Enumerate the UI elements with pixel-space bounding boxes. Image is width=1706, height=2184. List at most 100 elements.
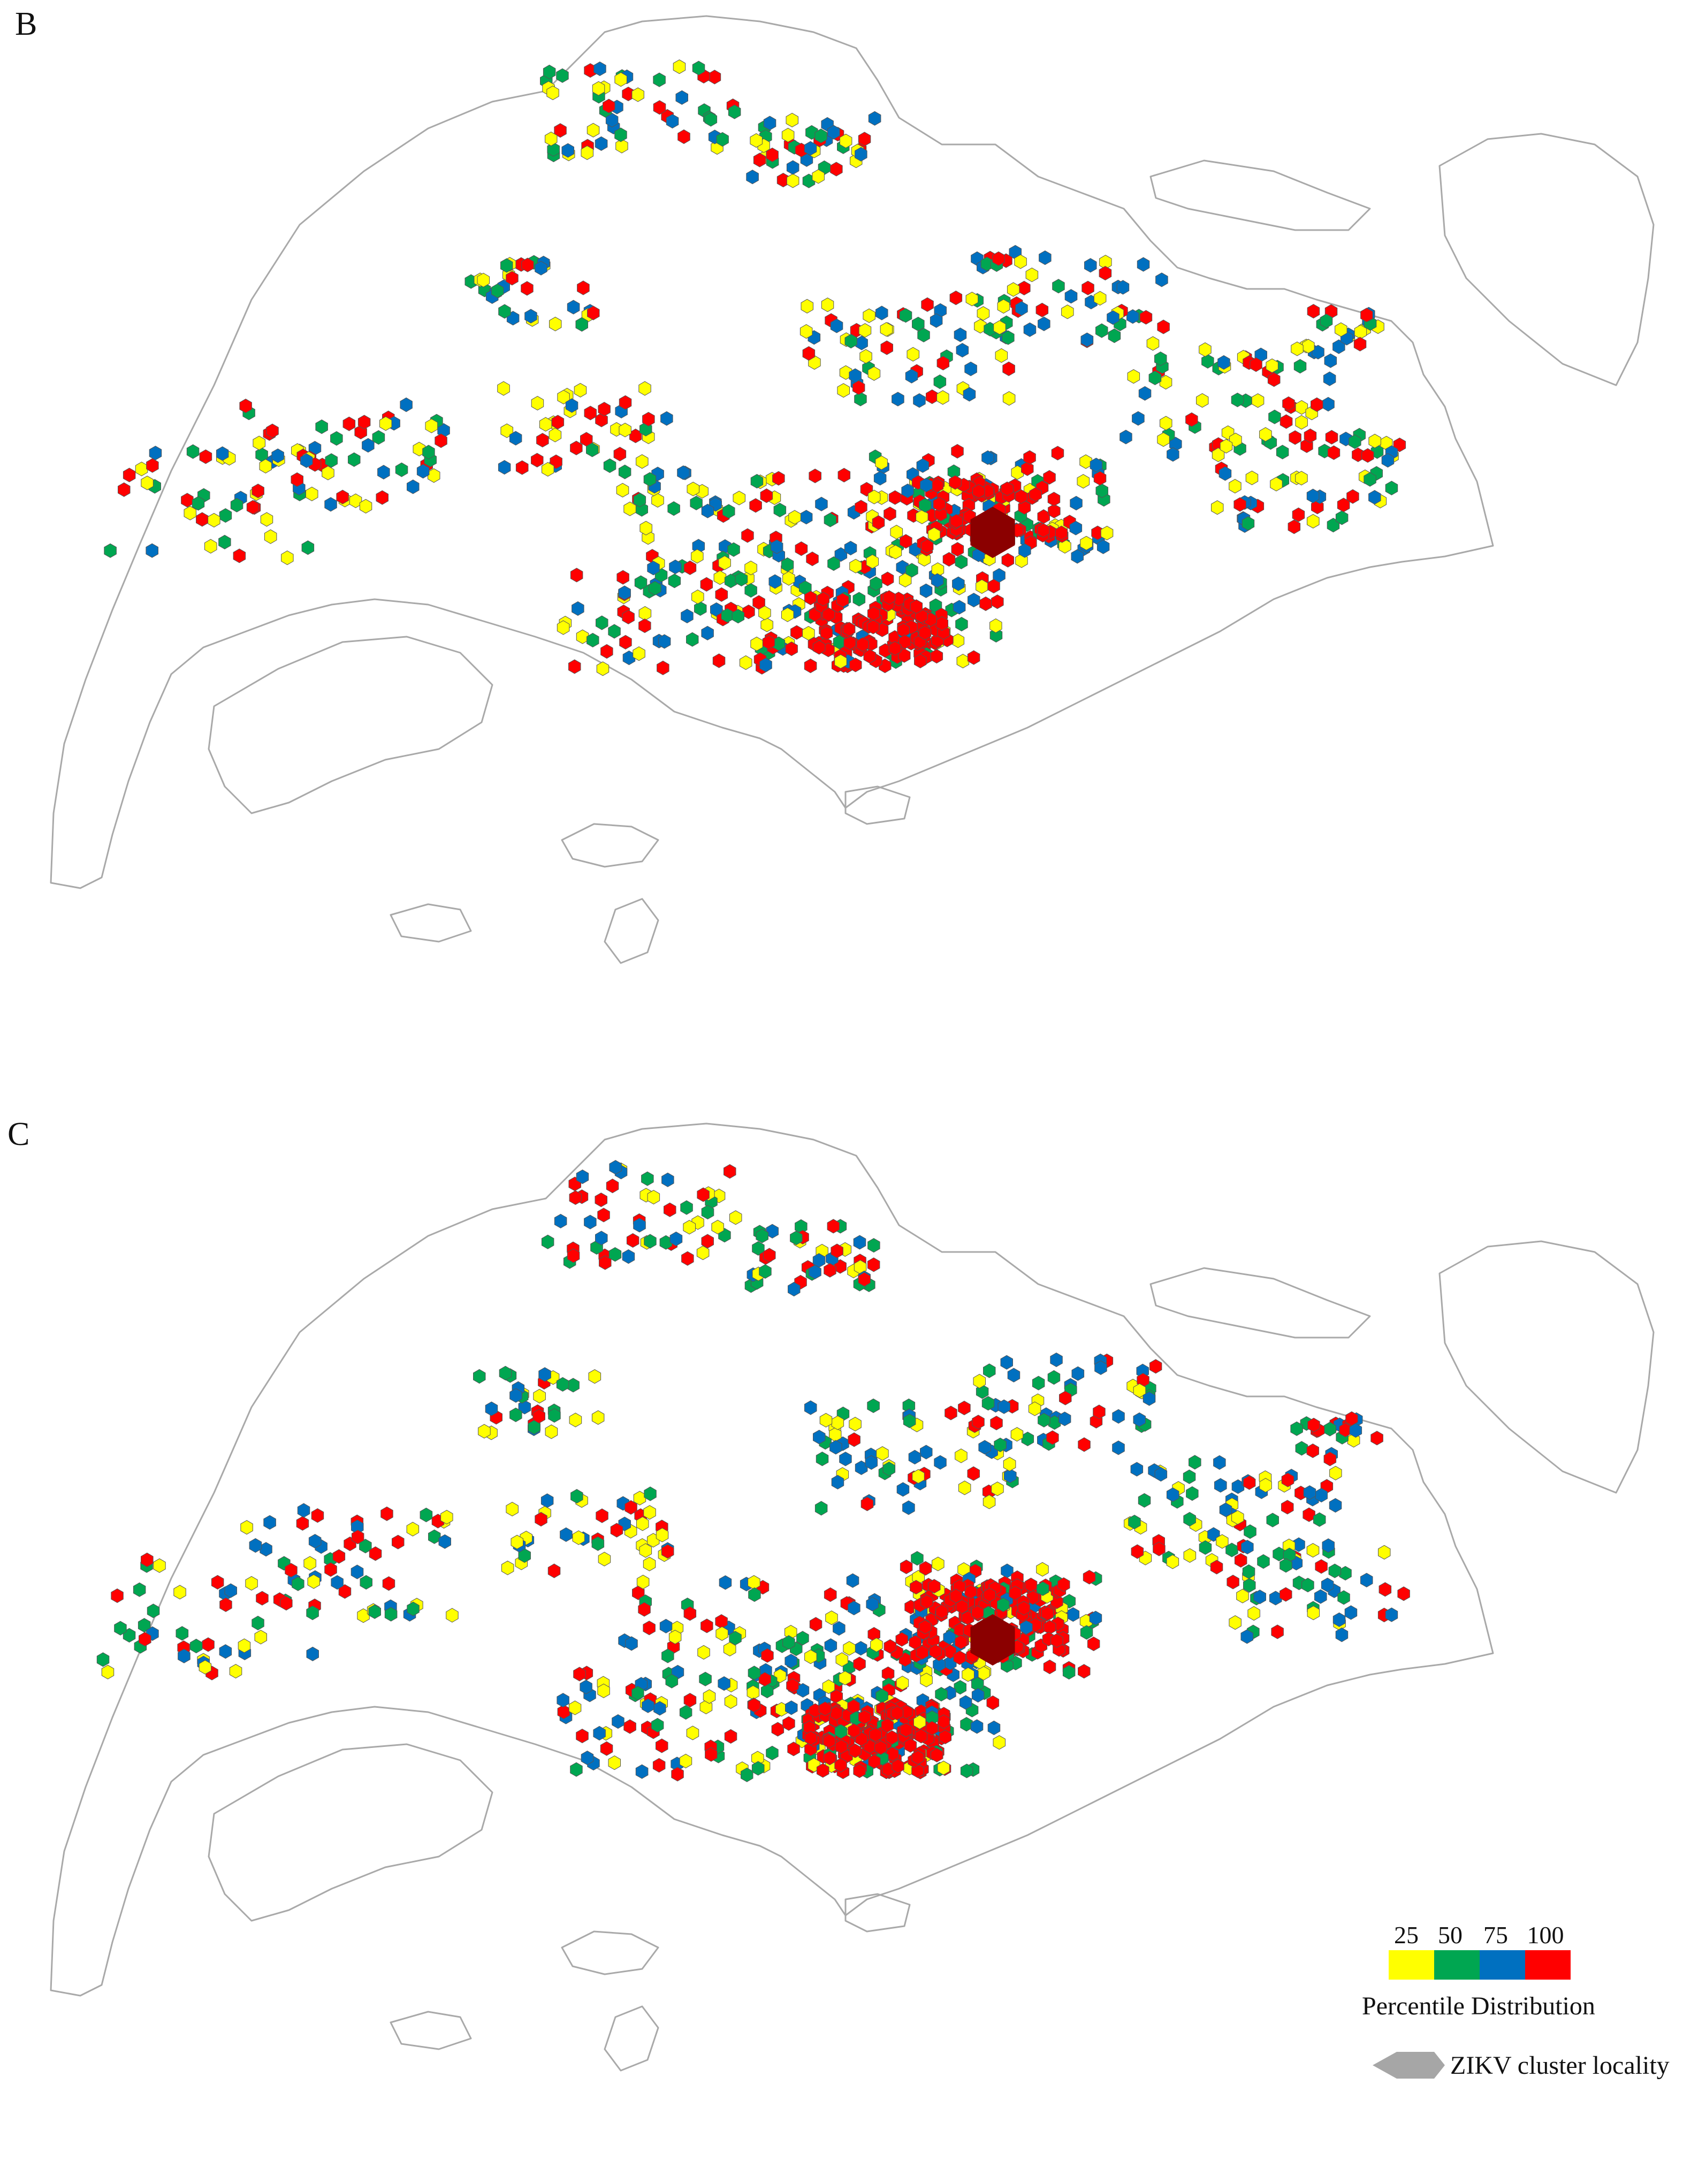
hex-cell <box>963 387 976 402</box>
hex-cell <box>614 72 627 87</box>
hex-cell <box>546 86 559 101</box>
hex-cell <box>1038 316 1050 331</box>
hex-cell <box>535 261 547 276</box>
hex-cell <box>1295 471 1308 486</box>
hex-cell <box>643 472 657 487</box>
hex-cell <box>1327 445 1341 460</box>
hex-cell <box>591 1410 605 1425</box>
hex-cell <box>577 280 590 295</box>
hex-cell <box>981 450 994 465</box>
hex-cell <box>759 658 772 673</box>
hex-cell <box>598 402 611 417</box>
hex-cell <box>1344 1605 1358 1620</box>
hex-cell <box>835 1652 849 1667</box>
hex-cell <box>348 452 361 467</box>
hex-cell <box>1266 1513 1279 1528</box>
hex-cell <box>1084 258 1097 273</box>
hex-cell <box>1004 1468 1017 1483</box>
hex-cell <box>634 575 648 590</box>
hex-cell <box>406 1522 420 1537</box>
hex-cell <box>781 127 795 143</box>
hex-cell <box>795 541 808 556</box>
hex-cell <box>633 1218 646 1233</box>
hex-cell <box>612 1714 624 1729</box>
hex-cell <box>557 620 570 635</box>
hex-cell <box>549 317 562 332</box>
hex-cell <box>1189 1455 1201 1470</box>
hex-cell <box>1078 1437 1091 1452</box>
hex-cell <box>133 1582 146 1597</box>
hex-cell <box>199 449 212 464</box>
hex-cell <box>809 1264 821 1279</box>
hex-cell-hotspot <box>882 590 896 605</box>
hex-cell-hotspot <box>971 1605 984 1620</box>
hex-cell <box>1279 1558 1292 1573</box>
hex-cell <box>1032 1376 1045 1391</box>
hex-cell <box>991 1482 1004 1496</box>
hex-cell <box>903 1414 916 1429</box>
hex-cell <box>153 1558 166 1573</box>
hex-cell <box>114 1621 127 1636</box>
hex-cell <box>1218 466 1232 481</box>
hex-cell-hotspot <box>1018 543 1031 558</box>
hex-cell <box>416 464 430 479</box>
hex-cell <box>613 447 627 462</box>
hex-cell <box>1185 412 1198 427</box>
hex-cell <box>301 540 315 555</box>
hex-cell <box>1322 1538 1335 1553</box>
hex-cell <box>1071 1366 1085 1381</box>
hex-cell <box>572 601 584 616</box>
hex-cell <box>1234 1553 1247 1568</box>
hex-cell <box>184 506 196 521</box>
hex-cell <box>824 513 837 528</box>
hex-cell <box>1233 497 1246 512</box>
hex-cell <box>701 1234 714 1249</box>
hex-cell <box>435 433 447 448</box>
hex-cell <box>949 291 963 306</box>
hex-cell <box>912 317 925 332</box>
hex-cell <box>438 1534 451 1549</box>
hex-cell <box>716 132 729 147</box>
hex-cell <box>591 1536 605 1551</box>
hex-cell <box>699 1671 712 1686</box>
hex-cell <box>1146 336 1160 351</box>
hex-cell <box>536 433 549 448</box>
hex-cell <box>901 483 914 498</box>
hex-cell <box>782 1716 795 1731</box>
hex-cell <box>1093 291 1107 306</box>
hex-cell <box>610 1523 623 1538</box>
hex-cell <box>649 581 661 595</box>
hex-cell <box>380 1506 393 1521</box>
hex-cell-hotspot <box>836 593 849 608</box>
hex-cell <box>1128 1515 1141 1530</box>
hex-cell <box>259 459 272 474</box>
hex-cell <box>750 133 763 148</box>
hex-cell <box>587 123 600 138</box>
hex-cell <box>624 1500 637 1515</box>
hex-cell-hotspot <box>820 625 833 640</box>
hex-cell <box>281 550 294 566</box>
hex-cell <box>149 446 162 461</box>
hex-cell <box>750 636 763 651</box>
hex-cell-hotspot <box>848 1723 860 1738</box>
hex-cell <box>814 1501 828 1516</box>
hex-cell <box>669 559 682 575</box>
hex-cell <box>1082 280 1094 295</box>
legend: 25 50 75 100 Percentile Distribution ZIK… <box>1362 1921 1670 2080</box>
hex-cell <box>1079 454 1092 469</box>
hex-cell-hotspot <box>881 1718 894 1733</box>
hex-cell <box>595 1193 607 1208</box>
hex-cell <box>680 1200 693 1215</box>
hex-cell <box>930 313 943 328</box>
hex-cell <box>900 534 912 549</box>
hex-cell <box>1271 1624 1284 1639</box>
hex-cell-hotspot <box>997 1597 1010 1612</box>
hex-cell-hotspot <box>927 527 941 542</box>
hex-cell <box>1259 1478 1272 1493</box>
hex-cell-hotspot <box>812 640 826 655</box>
hex-cell-hotspot <box>939 1729 952 1744</box>
hex-cells-c <box>96 1160 1410 1782</box>
hex-cell <box>123 468 136 483</box>
hex-cell <box>1288 520 1301 534</box>
hex-cell <box>603 458 616 473</box>
